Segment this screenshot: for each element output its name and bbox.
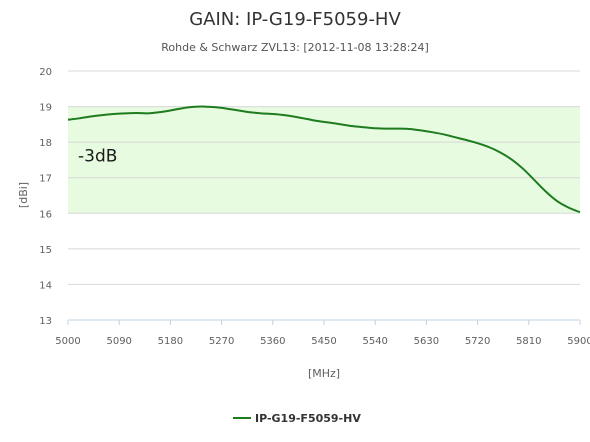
x-tick-label: 5810 [516,336,541,347]
x-axis-ticks: 5000 5090 5180 5270 5360 5450 5540 5630 5720 5810… [55,320,590,347]
y-tick-label: 14 [39,280,52,291]
x-tick-label: 5720 [465,336,490,347]
series-group [67,105,581,214]
x-tick-label: 5630 [414,336,439,347]
x-tick-label: 5270 [209,336,234,347]
y-tick-label: 19 [39,103,52,114]
y-tick-label: 16 [39,209,52,220]
minus-3db-band [68,106,580,214]
y-tick-label: 15 [39,245,52,256]
series-line[interactable] [67,105,581,214]
x-tick-label: 5360 [260,336,285,347]
band-label: -3dB [78,147,117,167]
x-tick-label: 5450 [311,336,336,347]
x-tick-label: 5090 [106,336,131,347]
x-tick-label: 5000 [55,336,80,347]
x-axis-title: [MHz] [308,367,340,380]
y-axis-ticks: 13 14 15 16 17 18 19 20 [39,67,52,327]
x-tick-label: 5180 [158,336,183,347]
x-tick-label: 5900 [567,336,590,347]
y-tick-label: 17 [39,174,52,185]
y-axis-title: [dBi] [17,182,30,208]
y-tick-label: 20 [39,67,52,78]
chart-title: GAIN: IP-G19-F5059-HV [189,9,401,30]
y-tick-label: 13 [39,316,52,327]
legend[interactable]: IP-G19-F5059-HV [233,412,361,425]
chart-subtitle: Rohde & Schwarz ZVL13: [2012-11-08 13:28… [161,41,429,54]
x-tick-label: 5540 [362,336,387,347]
legend-label: IP-G19-F5059-HV [255,412,361,425]
y-tick-label: 18 [39,138,52,149]
